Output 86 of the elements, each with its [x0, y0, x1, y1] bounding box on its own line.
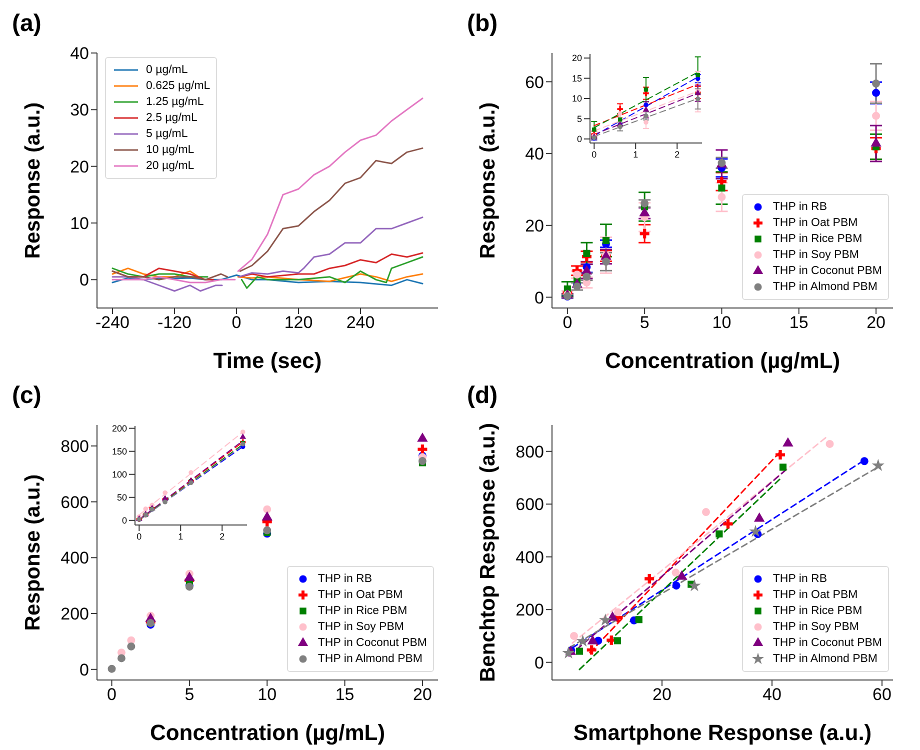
- x-tick-label: 120: [284, 313, 313, 332]
- y-tick-label: 800: [60, 436, 89, 456]
- x-tick-label: 1: [633, 149, 638, 160]
- legend-label: 0.625 µg/mL: [146, 80, 210, 92]
- chart-title: (d): [467, 382, 498, 410]
- y-tick-label: 0: [534, 288, 544, 308]
- y-tick-label: 200: [516, 600, 544, 620]
- legend-label: THP in Almond PBM: [318, 653, 423, 665]
- legend-label: THP in Almond PBM: [772, 281, 878, 293]
- x-tick-label: 60: [872, 685, 892, 704]
- x-tick-label: 10: [258, 685, 277, 704]
- y-tick-label: 20: [572, 53, 582, 64]
- y-tick-label: 10: [70, 214, 89, 234]
- legend-label: THP in Coconut PBM: [772, 265, 882, 277]
- x-tick-label: 0: [592, 149, 597, 160]
- legend-label: 20 µg/mL: [146, 160, 194, 172]
- y-tick-label: 30: [70, 100, 89, 120]
- x-tick-label: 20: [652, 685, 672, 704]
- chart-title: (c): [12, 382, 42, 410]
- x-tick-label: 40: [762, 685, 782, 704]
- y-axis-title: Response (a.u.): [476, 102, 500, 259]
- y-tick-label: 400: [60, 548, 89, 568]
- x-tick-label: 2: [220, 531, 225, 542]
- x-tick-label: 20: [413, 685, 432, 704]
- y-tick-label: 200: [112, 423, 127, 434]
- y-tick-label: 5: [576, 114, 582, 124]
- legend-label: THP in Coconut PBM: [318, 637, 427, 649]
- legend-label: THP in RB: [772, 573, 828, 585]
- legend-label: 2.5 µg/mL: [146, 112, 198, 124]
- x-axis-title: Smartphone Response (a.u.): [573, 720, 872, 745]
- x-tick-label: 15: [335, 685, 354, 704]
- x-tick-label: 240: [346, 313, 375, 332]
- y-tick-label: 10: [572, 94, 582, 104]
- x-tick-label: 5: [640, 313, 650, 332]
- y-tick-label: 200: [60, 604, 89, 624]
- legend-label: THP in Oat PBM: [318, 589, 403, 601]
- legend-label: THP in Rice PBM: [318, 605, 408, 617]
- x-tick-label: -240: [95, 313, 130, 332]
- x-tick-label: 5: [184, 685, 194, 704]
- legend-label: THP in Soy PBM: [772, 249, 859, 261]
- legend-label: 10 µg/mL: [146, 144, 194, 156]
- x-tick-label: 10: [712, 313, 732, 332]
- y-tick-label: 60: [525, 72, 544, 92]
- x-tick-label: -120: [157, 313, 192, 332]
- legend-label: THP in Soy PBM: [318, 621, 404, 633]
- x-axis-title: Concentration (µg/mL): [150, 720, 386, 745]
- chart-title: (a): [12, 10, 42, 38]
- y-tick-label: 0: [80, 270, 89, 290]
- y-tick-label: 20: [525, 216, 544, 236]
- legend-label: THP in Rice PBM: [772, 233, 862, 245]
- legend-label: 1.25 µg/mL: [146, 96, 204, 108]
- y-tick-label: 400: [516, 548, 544, 567]
- legend-label: 5 µg/mL: [146, 128, 188, 140]
- legend-label: THP in RB: [318, 573, 372, 585]
- y-tick-label: 15: [572, 73, 582, 84]
- x-tick-label: 2: [674, 149, 680, 160]
- legend-label: 0 µg/mL: [146, 64, 188, 76]
- x-tick-label: 15: [789, 313, 808, 332]
- legend-label: THP in Almond PBM: [772, 653, 878, 665]
- y-tick-label: 40: [70, 44, 89, 64]
- legend-label: THP in Soy PBM: [772, 621, 859, 633]
- y-axis-title: Response (a.u.): [21, 102, 44, 259]
- legend-label: THP in Oat PBM: [772, 217, 858, 229]
- x-tick-label: 1: [178, 531, 184, 542]
- y-tick-label: 50: [116, 492, 127, 503]
- y-axis-title: Benchtop Response (a.u.): [476, 422, 500, 682]
- legend-label: THP in Oat PBM: [772, 589, 858, 601]
- y-tick-label: 0: [576, 134, 582, 144]
- y-tick-label: 600: [60, 492, 89, 512]
- y-tick-label: 150: [112, 446, 127, 457]
- legend-label: THP in Coconut PBM: [772, 637, 882, 649]
- legend-label: THP in RB: [772, 201, 828, 213]
- x-axis-title: Concentration (µg/mL): [604, 348, 840, 373]
- chart-title: (b): [467, 10, 498, 38]
- y-tick-label: 0: [80, 660, 89, 680]
- x-axis-title: Time (sec): [213, 348, 322, 373]
- y-tick-label: 600: [516, 495, 544, 514]
- y-tick-label: 800: [516, 442, 544, 462]
- y-tick-label: 0: [122, 516, 127, 526]
- x-tick-label: 0: [232, 313, 242, 332]
- y-tick-label: 0: [534, 653, 544, 672]
- y-tick-label: 100: [112, 470, 127, 480]
- x-tick-label: 20: [866, 313, 886, 332]
- legend-label: THP in Rice PBM: [772, 605, 862, 617]
- x-tick-label: 0: [136, 531, 142, 542]
- y-axis-title: Response (a.u.): [21, 474, 44, 631]
